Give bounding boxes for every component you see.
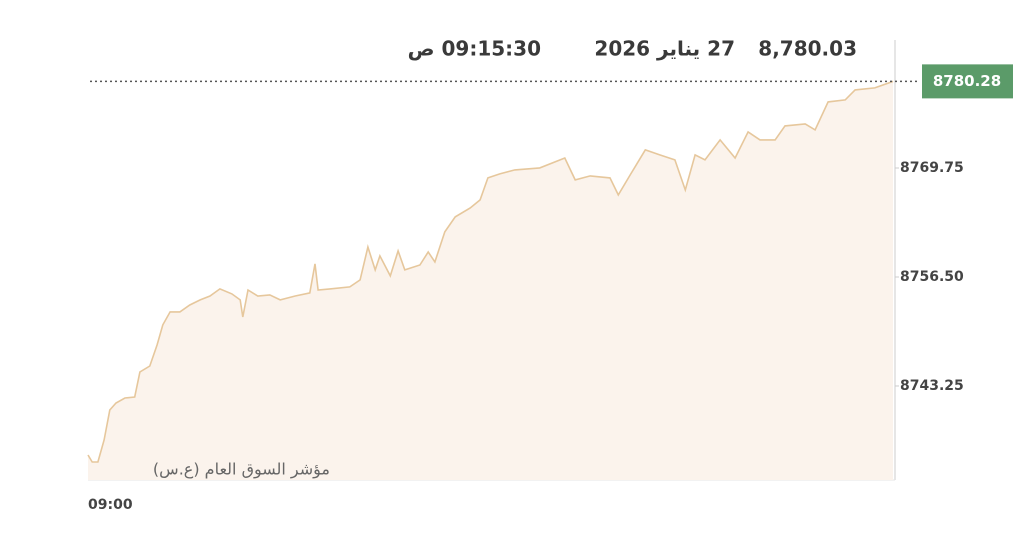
area-fill [88,81,893,481]
price-line [87,80,894,463]
y-tick-label: 8769.75 [900,160,964,176]
header-value: 8,780.03 [758,37,857,61]
x-tick-label: 09:00 [88,497,133,513]
header-time: 09:15:30 ص [408,37,541,61]
last-value-label: 8780.28 [933,72,1001,90]
y-tick-label: 8756.50 [900,269,964,285]
last-value-box [922,64,1013,99]
header-date: 27 يناير 2026 [594,37,735,61]
y-axis-title: مؤشر السوق العام (ع.س) [153,460,330,480]
y-tick-label: 8743.25 [900,378,964,394]
